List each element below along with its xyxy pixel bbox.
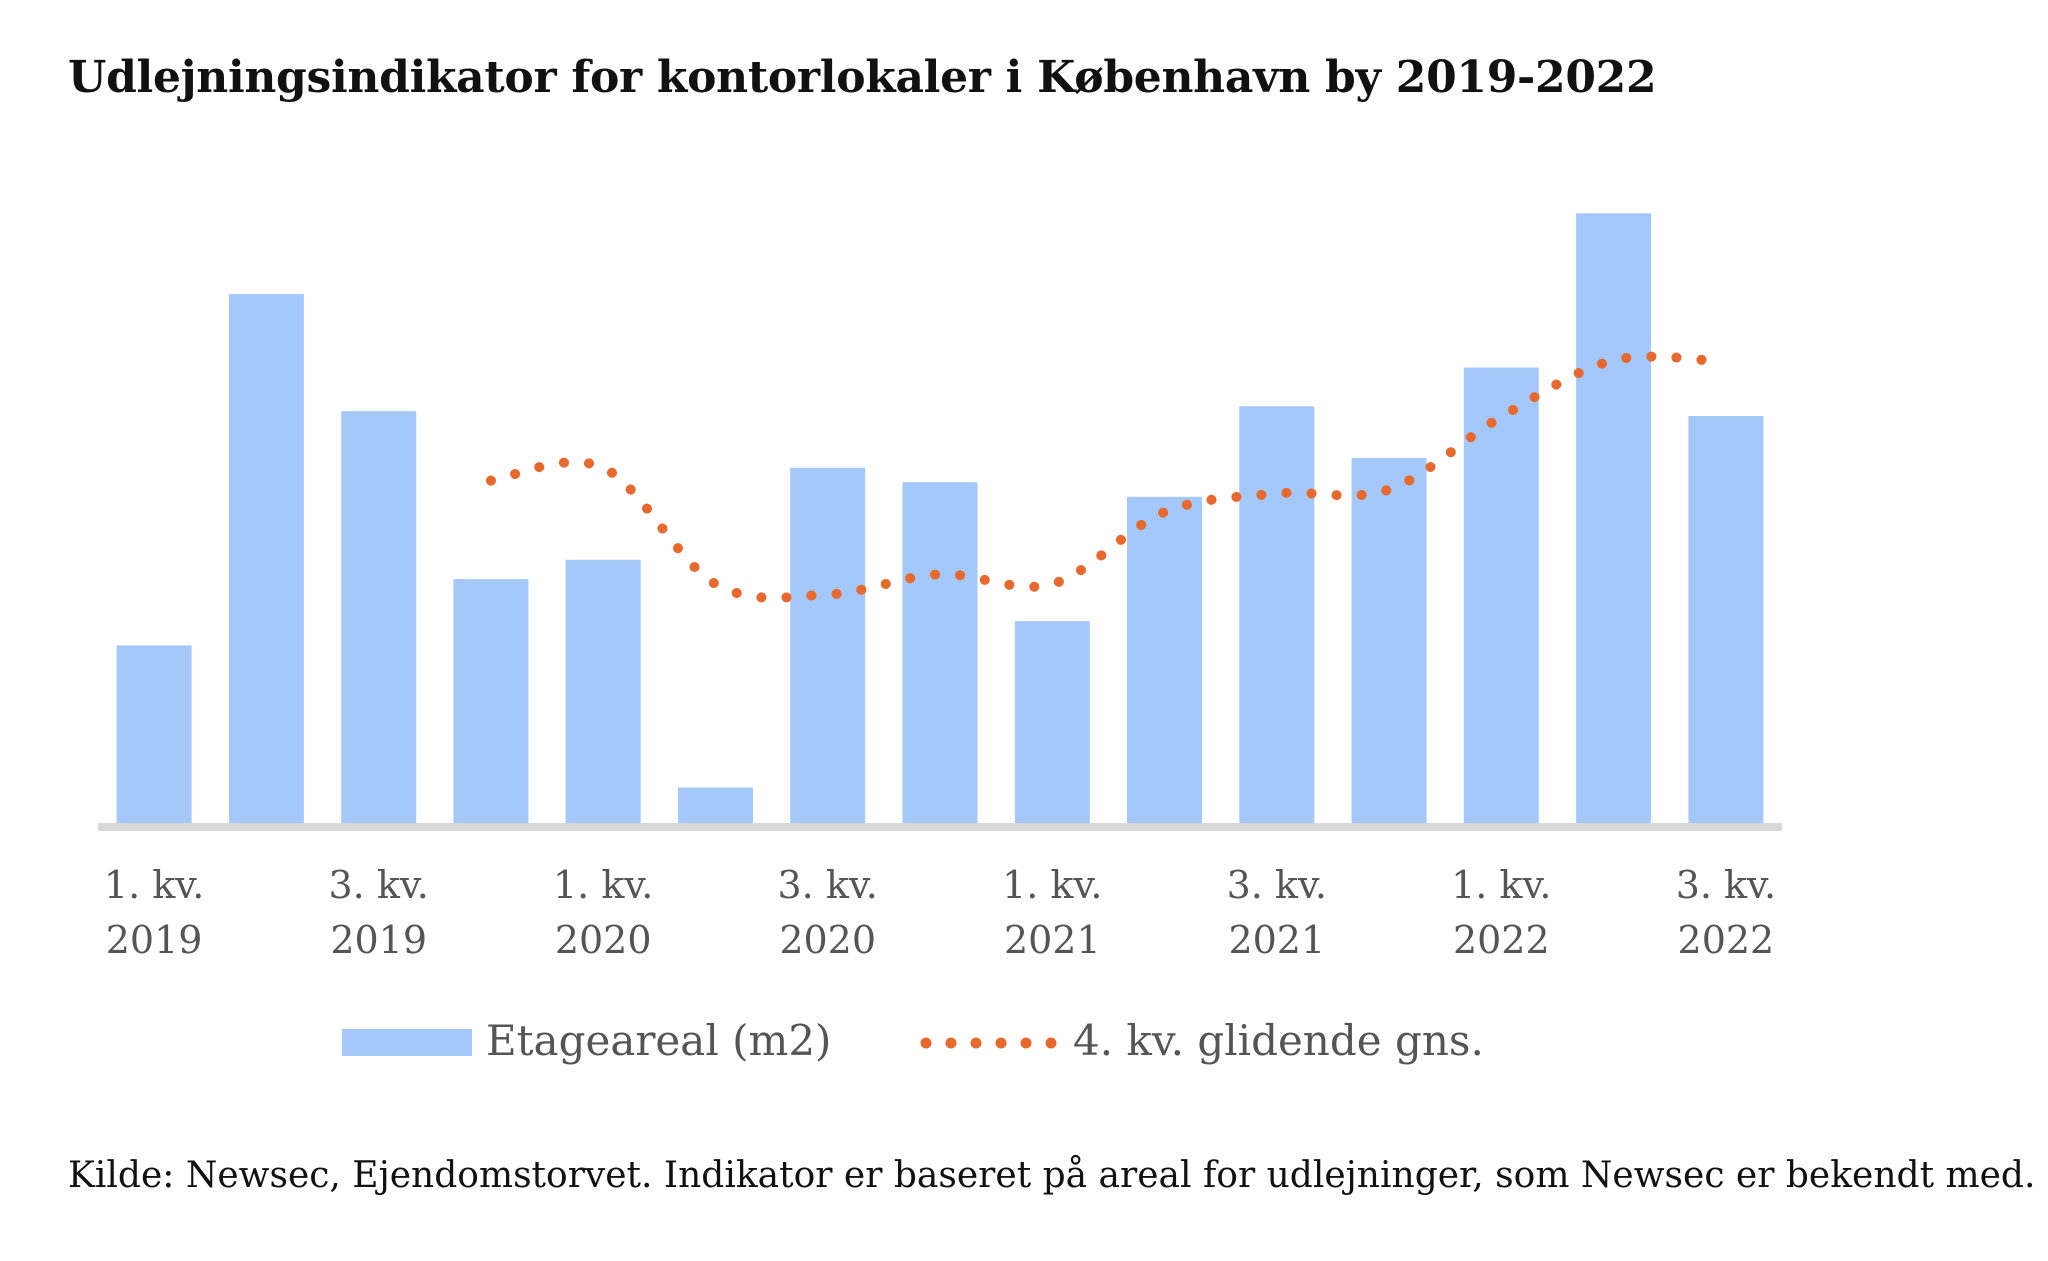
- bar-14: [1688, 416, 1764, 823]
- moving-average-line: [485, 351, 1731, 603]
- bar-12: [1463, 367, 1539, 823]
- bar-3: [453, 579, 529, 823]
- chart-title: Udlejningsindikator for kontorlokaler i …: [68, 52, 1657, 103]
- bar-8: [1014, 621, 1090, 823]
- bar-6: [790, 467, 866, 823]
- x-tick-label-12-1: 1. kv.: [1451, 863, 1551, 907]
- bar-11: [1351, 458, 1427, 823]
- x-tick-label-14-1: 3. kv.: [1676, 863, 1776, 907]
- x-tick-label-0-1: 1. kv.: [104, 863, 204, 907]
- legend-swatch-line: [920, 1037, 1057, 1049]
- bar-7: [902, 482, 978, 823]
- bar-0: [116, 645, 192, 823]
- bar-10: [1239, 406, 1315, 823]
- bar-series: [116, 213, 1764, 824]
- legend-label-bars: Etageareal (m2): [486, 1016, 831, 1065]
- bar-9: [1127, 496, 1202, 823]
- x-tick-label-14-2: 2022: [1678, 918, 1775, 962]
- legend-swatch-bars: [342, 1029, 472, 1056]
- bar-2: [341, 411, 417, 823]
- bar-4: [565, 559, 641, 823]
- legend-label-line: 4. kv. glidende gns.: [1073, 1016, 1484, 1065]
- x-tick-label-4-2: 2020: [555, 918, 652, 962]
- legend-line-dot-4: [1020, 1037, 1032, 1049]
- bar-13: [1576, 213, 1652, 824]
- x-tick-label-6-1: 3. kv.: [777, 863, 877, 907]
- legend-line-dot-2: [970, 1037, 982, 1049]
- legend: Etageareal (m2) 4. kv. glidende gns.: [342, 1016, 1484, 1065]
- x-tick-label-10-2: 2021: [1228, 918, 1325, 962]
- bar-5: [678, 787, 753, 823]
- x-tick-label-8-1: 1. kv.: [1002, 863, 1102, 907]
- legend-line-dot-0: [920, 1037, 932, 1049]
- legend-line-dot-1: [945, 1037, 957, 1049]
- legend-line-dot-3: [995, 1037, 1007, 1049]
- x-tick-label-6-2: 2020: [779, 918, 876, 962]
- source-note: Kilde: Newsec, Ejendomstorvet. Indikator…: [68, 1155, 2036, 1196]
- x-tick-label-4-1: 1. kv.: [553, 863, 653, 907]
- x-tick-label-2-2: 2019: [330, 918, 427, 962]
- x-axis-tick-labels: 1. kv. 2019 3. kv. 2019 1. kv. 2020 3. kv. 2020…: [104, 863, 1776, 962]
- x-tick-label-10-1: 3. kv.: [1227, 863, 1327, 907]
- moving-average-series: [485, 351, 1731, 603]
- x-tick-label-0-2: 2019: [106, 918, 203, 962]
- bar-1: [228, 294, 304, 824]
- legend-line-dot-5: [1045, 1037, 1057, 1049]
- x-tick-label-8-2: 2021: [1004, 918, 1101, 962]
- x-tick-label-12-2: 2022: [1453, 918, 1550, 962]
- x-tick-label-2-1: 3. kv.: [328, 863, 428, 907]
